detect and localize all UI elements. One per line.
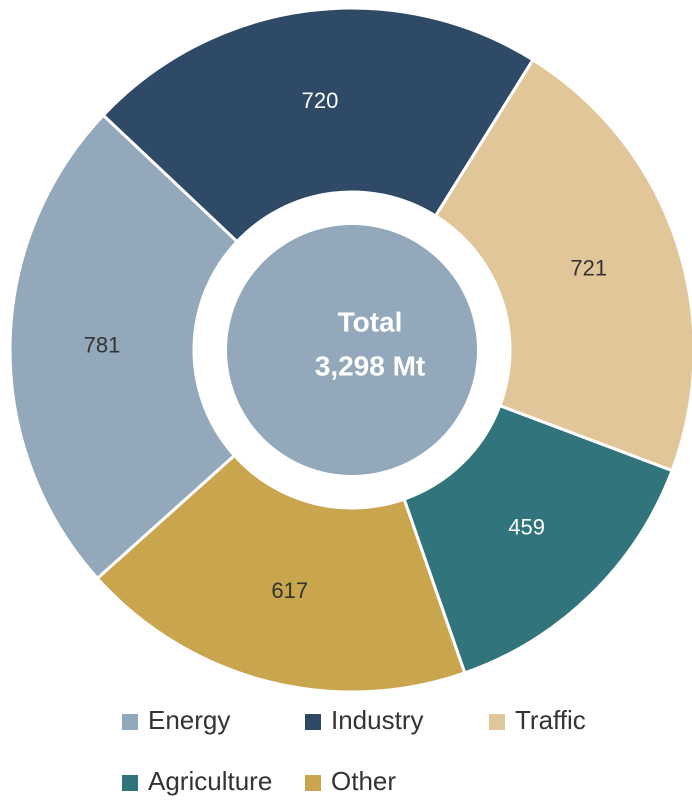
slice (433, 57, 692, 473)
legend-swatch (305, 714, 321, 730)
slice-label: 781 (84, 333, 121, 358)
legend-swatch (122, 714, 138, 730)
legend-swatch (305, 775, 321, 791)
legend-swatch (122, 775, 138, 791)
slice (8, 113, 240, 581)
legend-swatch (489, 714, 505, 730)
legend-label: Energy (148, 705, 230, 735)
slice (95, 453, 467, 694)
slice-label: 617 (271, 578, 308, 603)
center-disc (227, 225, 477, 475)
legend-label: Other (331, 766, 396, 796)
slice-label: 459 (508, 515, 545, 540)
slice-label: 720 (302, 88, 339, 113)
legend-label: Traffic (515, 705, 586, 735)
legend-label: Agriculture (148, 766, 272, 796)
slices (8, 6, 692, 694)
slice-label: 721 (570, 256, 607, 281)
center-value: 3,298 Mt (315, 350, 426, 381)
slice (402, 403, 674, 675)
center-title: Total (338, 306, 403, 337)
legend-label: Industry (331, 705, 424, 735)
slice (101, 6, 536, 244)
